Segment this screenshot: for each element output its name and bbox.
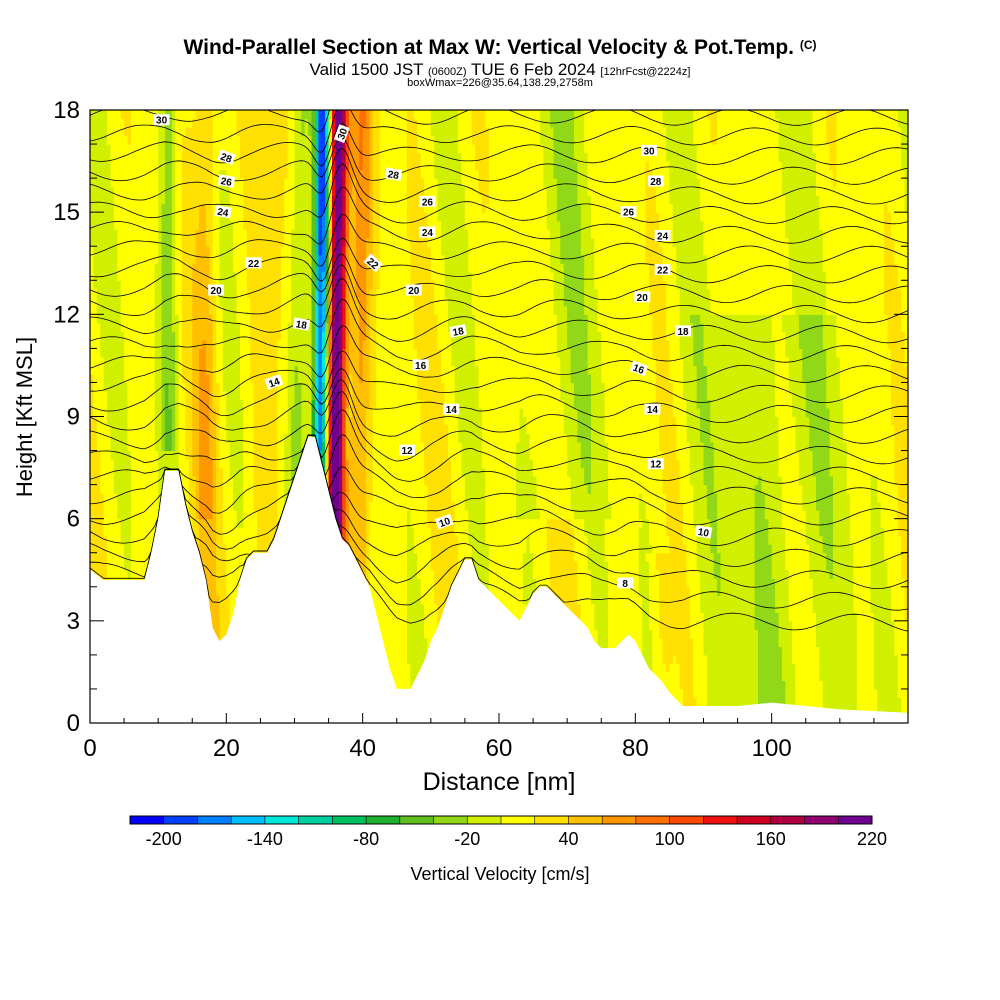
colorbar-tick-label: -80 — [353, 829, 379, 849]
y-tick-label: 3 — [67, 608, 80, 635]
cross-section-chart: 3028262422201814302826242220181614121030… — [0, 0, 1000, 1000]
colorbar-swatch — [265, 816, 299, 824]
colorbar-swatch — [366, 816, 400, 824]
colorbar-tick-label: -20 — [454, 829, 480, 849]
theta-contour-label-text: 22 — [657, 266, 669, 277]
colorbar-swatch — [198, 816, 232, 824]
y-tick-label: 15 — [53, 199, 80, 226]
x-tick-label: 40 — [349, 735, 376, 762]
y-tick-label: 6 — [67, 506, 80, 533]
theta-contour — [90, 49, 908, 106]
theta-contour-label-text: 24 — [657, 232, 669, 243]
theta-contour-label: 22 — [246, 257, 262, 270]
colorbar-swatch — [838, 816, 872, 824]
theta-contour-label: 30 — [154, 114, 170, 127]
colorbar-swatch — [467, 816, 501, 824]
colorbar-swatch — [231, 816, 265, 824]
x-tick-label: 80 — [622, 735, 649, 762]
colorbar-tick-label: 100 — [655, 829, 685, 849]
theta-contour-label-text: 14 — [446, 405, 458, 416]
colorbar-swatch — [434, 816, 468, 824]
theta-contour-label-text: 14 — [647, 405, 659, 416]
colorbar-swatch — [130, 816, 164, 824]
colorbar-tick-label: 40 — [558, 829, 578, 849]
colorbar-tick-label: 160 — [756, 829, 786, 849]
x-tick-label: 100 — [752, 735, 792, 762]
colorbar-swatch — [569, 816, 603, 824]
colorbar-swatch — [771, 816, 805, 824]
theta-contour-label-text: 22 — [248, 259, 260, 270]
x-tick-label: 0 — [83, 735, 96, 762]
colorbar-tick-label: 220 — [857, 829, 887, 849]
y-tick-label: 9 — [67, 404, 80, 431]
theta-contour-label: 16 — [413, 359, 429, 372]
theta-contour-label: 28 — [648, 176, 664, 189]
colorbar-swatch — [332, 816, 366, 824]
theta-contour-label: 20 — [208, 285, 224, 298]
colorbar-label: Vertical Velocity [cm/s] — [410, 864, 589, 884]
y-axis-label: Height [Kft MSL] — [12, 337, 37, 497]
theta-contour-label-text: 20 — [211, 286, 223, 297]
theta-contour-label-text: 24 — [422, 228, 434, 239]
x-axis-label: Distance [nm] — [423, 768, 576, 796]
colorbar-swatch — [400, 816, 434, 824]
colorbar-swatch — [636, 816, 670, 824]
theta-contour-label: 30 — [641, 145, 657, 158]
theta-contour-label: 12 — [399, 445, 415, 458]
y-tick-label: 12 — [53, 301, 80, 328]
theta-contour-label: 22 — [655, 264, 671, 277]
colorbar-swatch — [805, 816, 839, 824]
theta-contour-label: 20 — [634, 291, 650, 304]
theta-contour-label-text: 28 — [650, 177, 662, 188]
x-tick-label: 20 — [213, 735, 240, 762]
theta-contour-label-text: 8 — [622, 579, 628, 590]
theta-contour-label-text: 12 — [650, 460, 662, 471]
theta-contour — [90, 31, 908, 86]
theta-contour-label-text: 30 — [156, 116, 168, 127]
theta-contour-label: 26 — [621, 206, 637, 219]
theta-contour-label-text: 20 — [408, 286, 420, 297]
theta-contour-label-text: 26 — [623, 208, 635, 219]
theta-contour-label: 14 — [644, 404, 660, 417]
theta-contour-label: 18 — [675, 325, 691, 338]
colorbar-tick-label: -140 — [247, 829, 283, 849]
y-tick-label: 0 — [67, 710, 80, 737]
y-tick-label: 18 — [53, 97, 80, 124]
theta-contour-label-text: 26 — [422, 197, 434, 208]
theta-contour-label: 14 — [443, 404, 459, 417]
theta-contour-label-text: 30 — [643, 146, 655, 157]
colorbar-swatch — [299, 816, 333, 824]
theta-contour-label: 24 — [655, 230, 671, 243]
colorbar-swatch — [501, 816, 535, 824]
theta-contour-label-text: 18 — [677, 327, 689, 338]
colorbar-swatch — [164, 816, 198, 824]
theta-contour-label: 8 — [617, 577, 633, 590]
colorbar-swatch — [602, 816, 636, 824]
theta-contour-label: 24 — [419, 227, 435, 240]
x-tick-label: 60 — [486, 735, 513, 762]
theta-contour-label: 12 — [648, 458, 664, 471]
theta-contour-label-text: 16 — [415, 361, 427, 372]
theta-contour-label: 26 — [419, 196, 435, 209]
colorbar-swatch — [670, 816, 704, 824]
theta-contour-label-text: 12 — [401, 446, 413, 457]
colorbar-tick-label: -200 — [146, 829, 182, 849]
theta-contour-label-text: 20 — [637, 293, 649, 304]
colorbar-swatch — [737, 816, 771, 824]
colorbar-swatch — [703, 816, 737, 824]
colorbar-swatch — [535, 816, 569, 824]
theta-contour-label: 20 — [406, 285, 422, 298]
